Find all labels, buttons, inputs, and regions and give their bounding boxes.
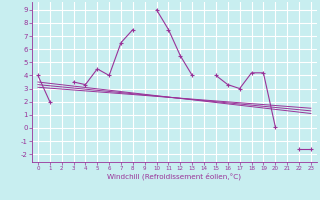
X-axis label: Windchill (Refroidissement éolien,°C): Windchill (Refroidissement éolien,°C) xyxy=(108,173,241,180)
